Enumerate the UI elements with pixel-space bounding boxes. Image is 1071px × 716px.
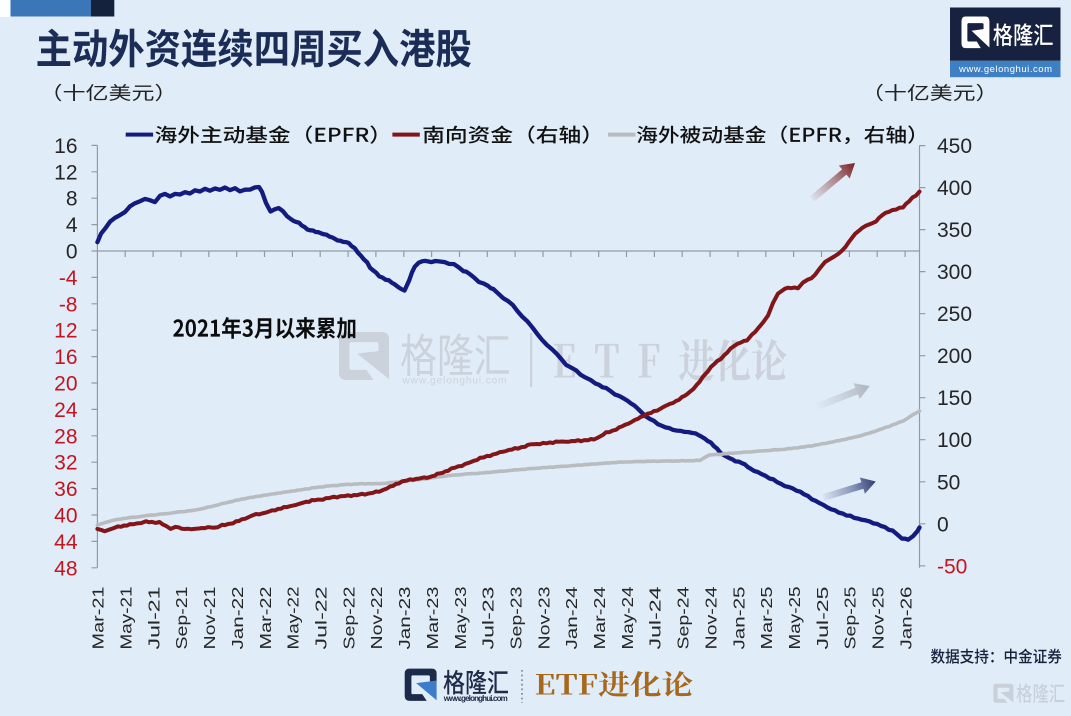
svg-text:400: 400 — [937, 177, 972, 200]
svg-text:www.gelonghui.com: www.gelonghui.com — [402, 376, 508, 387]
svg-text:Mar-22: Mar-22 — [258, 587, 275, 650]
svg-text:May-24: May-24 — [620, 586, 637, 649]
svg-text:Sep-25: Sep-25 — [843, 587, 860, 650]
svg-text:4: 4 — [66, 214, 78, 237]
svg-text:28: 28 — [54, 425, 77, 448]
svg-text:Nov-22: Nov-22 — [369, 587, 386, 650]
svg-text:Nov-21: Nov-21 — [202, 587, 219, 650]
svg-text:150: 150 — [937, 387, 972, 410]
svg-text:www.gelonghui.com: www.gelonghui.com — [443, 694, 508, 703]
svg-text:www.gelonghui.com: www.gelonghui.com — [958, 64, 1052, 75]
svg-text:12: 12 — [54, 320, 77, 343]
svg-text:Mar-23: Mar-23 — [425, 587, 442, 650]
svg-text:450: 450 — [937, 135, 972, 158]
svg-text:May-25: May-25 — [787, 587, 804, 650]
svg-text:12: 12 — [54, 161, 77, 184]
svg-text:48: 48 — [54, 557, 77, 580]
svg-text:350: 350 — [937, 219, 972, 242]
svg-text:Jan-24: Jan-24 — [564, 586, 581, 649]
svg-text:36: 36 — [54, 478, 77, 501]
svg-text:Jan-26: Jan-26 — [898, 587, 915, 650]
svg-text:300: 300 — [937, 261, 972, 284]
svg-text:Jul-22: Jul-22 — [314, 587, 331, 650]
svg-text:Sep-22: Sep-22 — [341, 587, 358, 650]
svg-text:44: 44 — [54, 531, 78, 554]
svg-text:Mar-25: Mar-25 — [759, 587, 776, 650]
svg-text:Nov-23: Nov-23 — [536, 587, 553, 650]
svg-text:Jul-25: Jul-25 — [815, 587, 832, 650]
svg-text:Nov-25: Nov-25 — [871, 587, 888, 650]
svg-text:250: 250 — [937, 303, 972, 326]
svg-text:100: 100 — [937, 429, 972, 452]
svg-text:May-23: May-23 — [453, 587, 470, 650]
svg-text:Sep-24: Sep-24 — [676, 586, 693, 649]
svg-text:Jul-21: Jul-21 — [146, 587, 163, 650]
svg-text:Jul-24: Jul-24 — [648, 586, 665, 650]
svg-text:16: 16 — [54, 346, 77, 369]
svg-text:Mar-21: Mar-21 — [91, 587, 108, 650]
svg-text:Jan-25: Jan-25 — [731, 587, 748, 650]
svg-text:20: 20 — [54, 373, 77, 396]
svg-text:200: 200 — [937, 345, 972, 368]
svg-text:40: 40 — [54, 505, 77, 528]
svg-text:Nov-24: Nov-24 — [703, 586, 720, 649]
svg-text:8: 8 — [66, 188, 78, 211]
svg-text:32: 32 — [54, 452, 77, 475]
svg-text:May-21: May-21 — [119, 587, 136, 650]
svg-text:May-22: May-22 — [286, 587, 303, 650]
svg-text:Jan-23: Jan-23 — [397, 587, 414, 650]
svg-text:-4: -4 — [59, 267, 78, 290]
svg-text:Sep-23: Sep-23 — [509, 587, 526, 650]
svg-text:0: 0 — [937, 513, 949, 536]
svg-text:50: 50 — [937, 471, 960, 494]
svg-text:-50: -50 — [937, 555, 967, 578]
svg-text:Mar-24: Mar-24 — [592, 586, 609, 649]
svg-text:24: 24 — [54, 399, 78, 422]
svg-text:0: 0 — [66, 241, 78, 264]
svg-text:Sep-21: Sep-21 — [174, 587, 191, 650]
svg-text:16: 16 — [54, 135, 77, 158]
svg-text:Jan-22: Jan-22 — [230, 587, 247, 650]
svg-text:Jul-23: Jul-23 — [481, 587, 498, 650]
svg-text:-8: -8 — [59, 293, 78, 316]
